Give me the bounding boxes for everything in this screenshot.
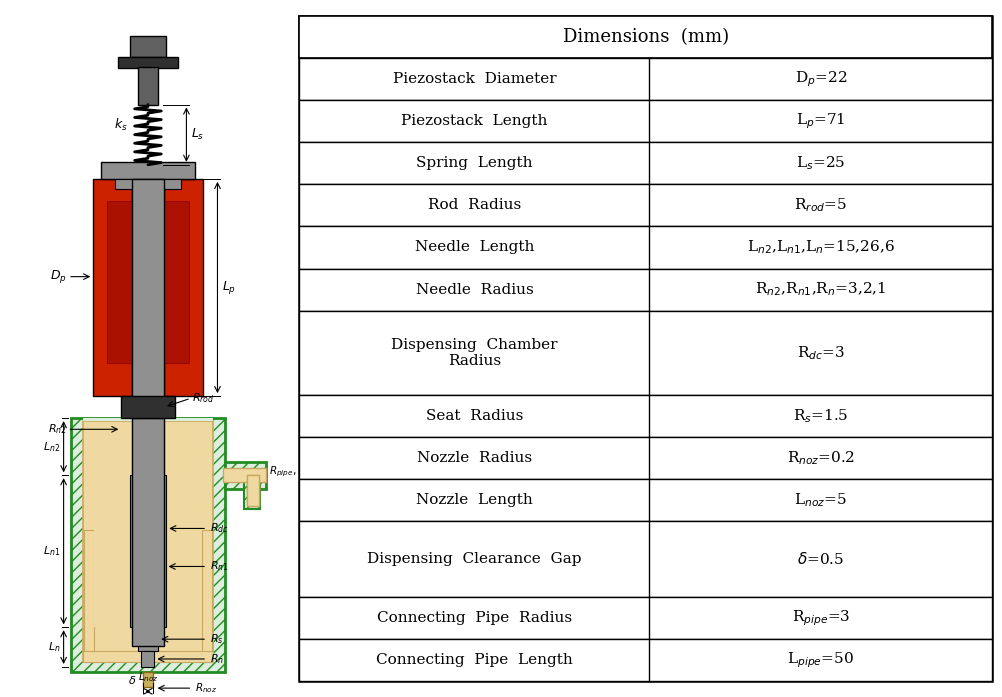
Text: L$_{noz}$=5: L$_{noz}$=5 [794, 491, 847, 509]
Text: $L_{noz}$: $L_{noz}$ [137, 671, 158, 684]
Bar [94, 475, 130, 627]
Bar [299, 639, 992, 681]
Bar [93, 179, 131, 396]
Text: $R_{rod}$: $R_{rod}$ [192, 391, 214, 404]
Text: $R_s$: $R_s$ [209, 632, 223, 646]
Bar [114, 179, 181, 188]
Bar [299, 142, 992, 184]
Text: D$_p$=22: D$_p$=22 [794, 69, 847, 89]
Text: $L_s$: $L_s$ [190, 127, 204, 142]
Bar [130, 475, 165, 627]
Text: $L_{n2}$: $L_{n2}$ [43, 440, 60, 454]
Text: R$_{rod}$=5: R$_{rod}$=5 [794, 197, 847, 214]
Text: Dimensions  (mm): Dimensions (mm) [562, 28, 728, 46]
Bar [131, 418, 164, 475]
Text: Rod  Radius: Rod Radius [427, 199, 520, 213]
Text: Connecting  Pipe  Length: Connecting Pipe Length [376, 653, 572, 667]
Bar [71, 418, 224, 672]
Text: $R_{n2}$: $R_{n2}$ [48, 422, 66, 436]
Bar [299, 16, 992, 58]
Bar [223, 468, 267, 482]
Text: $R_{noz}$: $R_{noz}$ [195, 681, 217, 695]
Bar [83, 418, 212, 422]
Text: $k_s$: $k_s$ [113, 117, 127, 133]
Text: R$_{dc}$=3: R$_{dc}$=3 [797, 344, 844, 362]
Bar [131, 418, 164, 646]
Bar [84, 530, 94, 662]
Bar [131, 179, 164, 412]
Bar [130, 36, 165, 57]
Text: R$_{n2}$,R$_{n1}$,R$_n$=3,2,1: R$_{n2}$,R$_{n1}$,R$_n$=3,2,1 [755, 281, 886, 298]
Text: Needle  Radius: Needle Radius [415, 282, 533, 296]
Bar [83, 651, 212, 662]
Bar [246, 475, 259, 506]
Bar [299, 311, 992, 395]
Bar [299, 597, 992, 639]
Text: $D_p$: $D_p$ [50, 268, 66, 285]
Bar [299, 521, 992, 597]
Bar [224, 461, 266, 489]
Text: $L_p$: $L_p$ [221, 279, 235, 296]
Bar [299, 268, 992, 311]
Bar [142, 672, 153, 687]
Bar [137, 66, 158, 105]
Text: $R_{pipe},\ L_{pipe}$: $R_{pipe},\ L_{pipe}$ [269, 465, 324, 480]
Bar [299, 395, 992, 437]
Text: $L_{n1}$: $L_{n1}$ [43, 544, 60, 558]
Bar [141, 651, 154, 667]
Bar [299, 227, 992, 268]
Text: R$_{noz}$=0.2: R$_{noz}$=0.2 [786, 449, 854, 467]
Text: $L_n$: $L_n$ [48, 641, 60, 654]
Bar [118, 57, 177, 68]
Text: $R_{dc}$: $R_{dc}$ [209, 521, 228, 535]
Text: Piezostack  Diameter: Piezostack Diameter [392, 72, 556, 86]
Bar [299, 58, 992, 100]
Bar [299, 479, 992, 521]
Bar [137, 627, 158, 651]
Text: R$_s$=1.5: R$_s$=1.5 [793, 407, 848, 424]
Bar [106, 201, 131, 363]
Text: Spring  Length: Spring Length [416, 156, 532, 170]
Text: $R_{n1}$: $R_{n1}$ [209, 560, 228, 574]
Text: $R_n$: $R_n$ [209, 652, 224, 666]
Text: L$_s$=25: L$_s$=25 [796, 155, 845, 172]
Text: R$_{pipe}$=3: R$_{pipe}$=3 [791, 608, 850, 628]
Bar [243, 475, 261, 510]
Bar [165, 475, 201, 627]
Bar [201, 530, 211, 662]
Bar [246, 475, 259, 506]
Text: $\delta$: $\delta$ [128, 674, 136, 687]
Text: Piezostack  Length: Piezostack Length [401, 114, 547, 128]
Bar [164, 179, 202, 396]
Bar [121, 396, 174, 418]
Text: Nozzle  Radius: Nozzle Radius [417, 451, 531, 465]
Bar [299, 437, 992, 479]
Text: L$_p$=71: L$_p$=71 [796, 112, 845, 131]
Text: Nozzle  Length: Nozzle Length [416, 493, 532, 507]
Text: Connecting  Pipe  Radius: Connecting Pipe Radius [377, 611, 571, 625]
Text: Dispensing  Clearance  Gap: Dispensing Clearance Gap [367, 552, 581, 566]
Text: L$_{n2}$,L$_{n1}$,L$_n$=15,26,6: L$_{n2}$,L$_{n1}$,L$_n$=15,26,6 [746, 238, 894, 256]
Bar [83, 422, 212, 662]
Text: $\delta$=0.5: $\delta$=0.5 [797, 551, 844, 567]
Bar [299, 184, 992, 227]
Bar [100, 162, 195, 179]
Bar [164, 201, 189, 363]
Text: Seat  Radius: Seat Radius [425, 409, 523, 423]
Text: Dispensing  Chamber
Radius: Dispensing Chamber Radius [391, 337, 557, 368]
Text: L$_{pipe}$=50: L$_{pipe}$=50 [787, 650, 854, 670]
Text: Needle  Length: Needle Length [414, 240, 533, 254]
Bar [299, 100, 992, 142]
